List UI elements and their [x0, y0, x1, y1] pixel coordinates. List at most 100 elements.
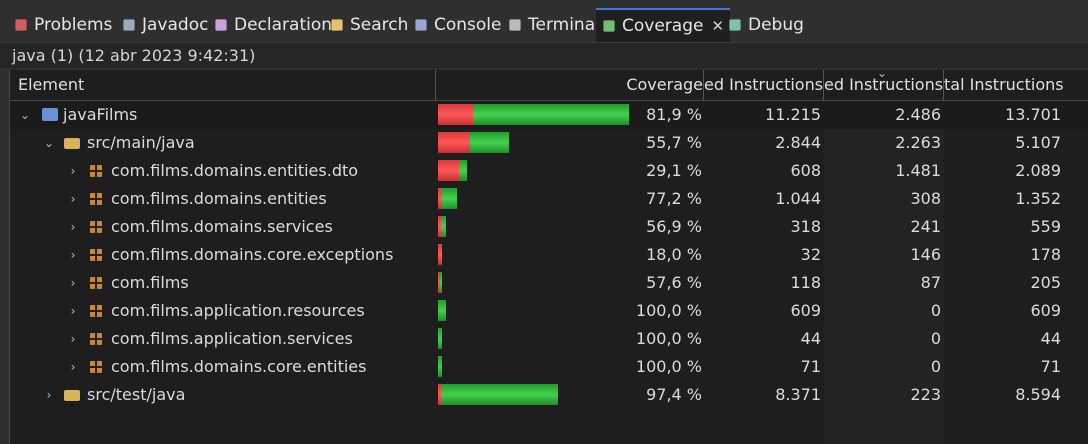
covered-value: 44 — [800, 329, 821, 348]
total-value: 71 — [1040, 357, 1061, 376]
package-icon — [90, 193, 102, 205]
table-row[interactable]: › com.films.domains.core.exceptions 18,0 %… — [10, 241, 1088, 269]
covered-value: 71 — [800, 357, 821, 376]
total-value: 44 — [1040, 329, 1061, 348]
total-value: 609 — [1030, 301, 1061, 320]
table-row[interactable]: › com.films.application.resources 100,0 % 6… — [10, 297, 1088, 325]
tab-search[interactable]: Search — [330, 10, 408, 40]
coverage-bar-covered — [438, 356, 442, 377]
covered-value: 11.215 — [765, 105, 821, 124]
coverage-bar-missed — [438, 160, 459, 181]
tab-javadoc[interactable]: Javadoc — [122, 10, 208, 40]
table-row[interactable]: › com.films.application.services 100,0 % 44… — [10, 325, 1088, 353]
coverage-value: 97,4 % — [646, 385, 702, 404]
element-label: com.films.application.resources — [111, 301, 365, 320]
covered-value: 118 — [790, 273, 821, 292]
total-value: 2.089 — [1015, 161, 1061, 180]
missed-value: 1.481 — [895, 161, 941, 180]
table-row[interactable]: › com.films.domains.entities.dto 29,1 % 608… — [10, 157, 1088, 185]
coverage-value: 55,7 % — [646, 133, 702, 152]
total-value: 8.594 — [1015, 385, 1061, 404]
package-icon — [90, 221, 102, 233]
coverage-bar — [438, 272, 442, 293]
coverage-icon — [603, 20, 615, 32]
table-row[interactable]: ⌄ javaFilms 81,9 % 11.215 2.486 13.701 — [10, 101, 1088, 129]
chevron-right-icon[interactable]: › — [70, 220, 76, 234]
chevron-right-icon[interactable]: › — [46, 388, 52, 402]
total-value: 205 — [1030, 273, 1061, 292]
tab-console[interactable]: Console — [414, 10, 502, 40]
element-label: com.films.domains.services — [111, 217, 333, 236]
coverage-value: 100,0 % — [635, 329, 702, 348]
source-folder-icon — [64, 138, 80, 149]
sort-descending-icon: ⌄ — [877, 66, 888, 80]
tab-label: Console — [434, 15, 502, 35]
column-header-coverage[interactable]: Coverage — [436, 70, 704, 100]
package-icon — [90, 361, 102, 373]
element-label: src/main/java — [87, 133, 195, 152]
table-row[interactable]: › com.films 57,6 % 118 87 205 — [10, 269, 1088, 297]
search-icon — [331, 19, 343, 31]
chevron-right-icon[interactable]: › — [70, 248, 76, 262]
column-header-covered-instructions[interactable]: ed Instructions — [704, 70, 824, 100]
coverage-bar-covered — [469, 132, 510, 153]
coverage-table: Element Coverage ed Instructions ed Inst… — [9, 66, 1088, 444]
view-tab-bar: Problems Javadoc Declaration Search Console T… — [0, 0, 1088, 42]
chevron-down-icon[interactable]: ⌄ — [19, 108, 31, 122]
covered-value: 32 — [800, 245, 821, 264]
coverage-value: 56,9 % — [646, 217, 702, 236]
coverage-bar — [438, 160, 468, 181]
coverage-bar-missed — [438, 216, 442, 237]
problems-icon — [15, 19, 27, 31]
tab-coverage[interactable]: Coverage ✕ — [596, 8, 731, 42]
package-icon — [90, 333, 102, 345]
element-label: com.films.application.services — [111, 329, 353, 348]
chevron-right-icon[interactable]: › — [70, 164, 76, 178]
tab-debug[interactable]: Debug — [728, 10, 804, 40]
coverage-bar-covered — [441, 244, 442, 265]
coverage-bar-covered — [441, 216, 446, 237]
column-header-total-instructions[interactable]: tal Instructions — [944, 75, 1064, 94]
table-row[interactable]: › com.films.domains.entities 77,2 % 1.044 30… — [10, 185, 1088, 213]
column-header-missed-instructions[interactable]: ed Instructions — [824, 70, 944, 100]
tab-problems[interactable]: Problems — [14, 10, 112, 40]
coverage-value: 100,0 % — [635, 301, 702, 320]
element-label: com.films.domains.core.entities — [111, 357, 367, 376]
coverage-bar-covered — [439, 272, 442, 293]
close-icon[interactable]: ✕ — [711, 17, 725, 35]
coverage-bar-covered — [472, 104, 629, 125]
chevron-right-icon[interactable]: › — [70, 192, 76, 206]
chevron-right-icon[interactable]: › — [70, 360, 76, 374]
table-row[interactable]: ⌄ src/main/java 55,7 % 2.844 2.263 5.107 — [10, 129, 1088, 157]
coverage-value: 100,0 % — [635, 357, 702, 376]
javadoc-icon — [123, 19, 135, 31]
debug-icon — [729, 19, 741, 31]
coverage-bar-missed — [438, 272, 440, 293]
missed-value: 0 — [930, 357, 941, 376]
chevron-right-icon[interactable]: › — [70, 332, 76, 346]
project-icon — [42, 108, 58, 121]
chevron-down-icon[interactable]: ⌄ — [43, 136, 55, 150]
missed-value: 0 — [930, 301, 941, 320]
coverage-value: 81,9 % — [646, 105, 702, 124]
chevron-right-icon[interactable]: › — [70, 304, 76, 318]
column-header-element[interactable]: Element — [10, 70, 436, 100]
tab-terminal[interactable]: Terminal — [508, 10, 600, 40]
coverage-value: 77,2 % — [646, 189, 702, 208]
terminal-icon — [509, 19, 521, 31]
missed-value: 241 — [910, 217, 941, 236]
table-row[interactable]: › src/test/java 97,4 % 8.371 223 8.594 — [10, 381, 1088, 409]
chevron-right-icon[interactable]: › — [70, 276, 76, 290]
coverage-bar-missed — [438, 104, 473, 125]
package-icon — [90, 305, 102, 317]
coverage-bar-covered — [441, 384, 558, 405]
element-label: src/test/java — [87, 385, 186, 404]
missed-value: 0 — [930, 329, 941, 348]
coverage-bar — [438, 188, 457, 209]
table-row[interactable]: › com.films.domains.services 56,9 % 318 241 5… — [10, 213, 1088, 241]
total-value: 1.352 — [1015, 189, 1061, 208]
table-row[interactable]: › com.films.domains.core.entities 100,0 % 7… — [10, 353, 1088, 381]
coverage-bar-covered — [438, 300, 447, 321]
coverage-bar-covered — [438, 328, 442, 349]
tab-declaration[interactable]: Declaration — [214, 10, 332, 40]
